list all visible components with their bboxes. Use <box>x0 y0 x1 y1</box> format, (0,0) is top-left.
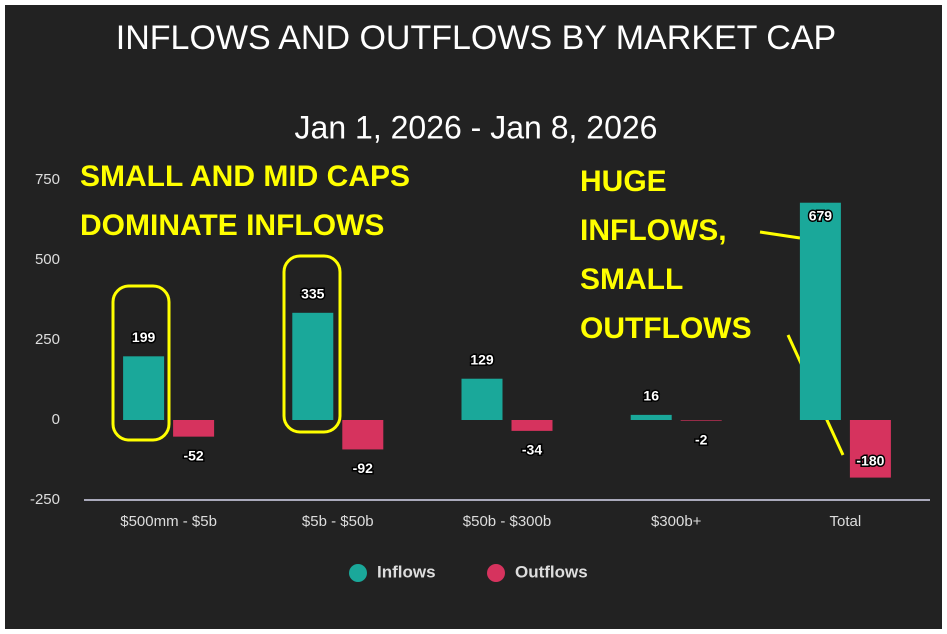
annotation: INFLOWS, <box>580 214 727 247</box>
legend-label: Inflows <box>377 562 436 581</box>
chart-title: INFLOWS AND OUTFLOWS BY MARKET CAP <box>116 19 836 57</box>
bar <box>461 378 503 420</box>
y-tick-label: 500 <box>35 251 60 268</box>
bar <box>292 312 334 420</box>
bar <box>799 202 841 420</box>
annotation: DOMINATE INFLOWS <box>80 209 384 242</box>
chart-subtitle: Jan 1, 2026 - Jan 8, 2026 <box>295 109 658 145</box>
value-label: -52 <box>183 447 203 463</box>
value-label: 679 <box>809 207 833 223</box>
bar <box>173 420 215 437</box>
x-tick-label: $5b - $50b <box>302 513 374 530</box>
value-label: -92 <box>353 460 373 476</box>
value-label: -180 <box>856 452 884 468</box>
x-tick-label: $50b - $300b <box>463 513 551 530</box>
y-tick-label: 750 <box>35 171 60 188</box>
bar <box>342 420 384 450</box>
annotation: SMALL <box>580 263 683 296</box>
background <box>5 5 942 629</box>
highlight <box>282 254 342 434</box>
annotation: SMALL AND MID CAPS <box>80 160 410 193</box>
value-label: 335 <box>301 286 325 302</box>
bar <box>630 414 672 420</box>
value-label: 199 <box>132 329 156 345</box>
annotation: HUGE <box>580 165 667 198</box>
bar <box>511 420 553 431</box>
annotation: OUTFLOWS <box>580 312 752 345</box>
value-label: 129 <box>470 351 494 367</box>
y-tick-label: 0 <box>52 411 60 428</box>
value-label: -2 <box>695 431 708 447</box>
legend-swatch <box>487 564 505 582</box>
value-label: -34 <box>522 442 542 458</box>
arrow <box>759 230 801 240</box>
legend-label: Outflows <box>515 562 588 581</box>
bar <box>123 356 165 420</box>
x-tick-label: $300b+ <box>651 513 702 530</box>
legend-swatch <box>349 564 367 582</box>
y-tick-label: 250 <box>35 331 60 348</box>
y-tick-label: -250 <box>30 491 60 508</box>
bar <box>849 420 891 478</box>
value-label: 16 <box>643 388 659 404</box>
bar <box>680 420 722 421</box>
highlight <box>111 284 171 442</box>
x-tick-label: $500mm - $5b <box>120 513 217 530</box>
x-tick-label: Total <box>830 513 862 530</box>
